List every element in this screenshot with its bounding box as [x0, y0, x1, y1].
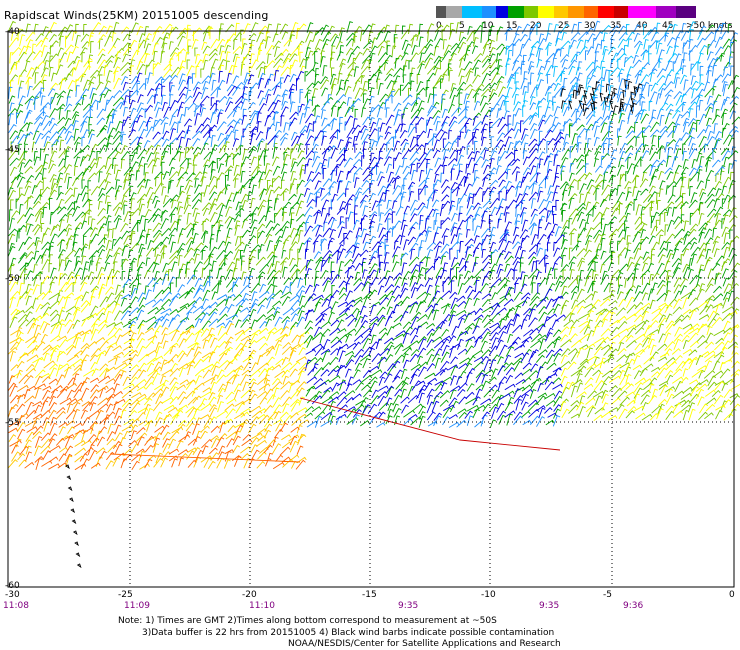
time-label: 9:36	[623, 601, 644, 611]
colorbar-swatch	[482, 6, 496, 18]
colorbar-label: 15	[506, 21, 518, 31]
colorbar-label: 0	[436, 21, 442, 31]
colorbar-swatch	[568, 6, 584, 18]
colorbar-swatch	[614, 6, 628, 18]
footnote-line-1: Note: 1) Times are GMT 2)Times along bot…	[118, 616, 497, 626]
colorbar-swatch	[446, 6, 462, 18]
wind-barb-group	[8, 20, 739, 428]
time-label: 11:09	[124, 601, 150, 611]
colorbar-label: 10	[482, 21, 494, 31]
lat-label: -45	[5, 145, 20, 155]
time-label: 11:10	[249, 601, 275, 611]
wind-barb-group	[8, 21, 740, 429]
time-label: 11:08	[3, 601, 29, 611]
colorbar-label: 25	[558, 21, 570, 31]
wind-barb-group	[121, 69, 566, 421]
footnote-line-2: 3)Data buffer is 22 hrs from 20151005 4)…	[142, 628, 555, 638]
colorbar-swatch	[656, 6, 676, 18]
lon-label: -30	[5, 590, 20, 600]
colorbar-swatch	[554, 6, 568, 18]
colorbar-label: 5	[459, 21, 465, 31]
lon-label: -5	[603, 590, 612, 600]
colorbar-swatch	[524, 6, 538, 18]
lat-lon-grid	[8, 31, 734, 587]
colorbar-swatch	[496, 6, 508, 18]
colorbar-swatch	[598, 6, 614, 18]
map-title: Rapidscat Winds(25KM) 20151005 descendin…	[4, 9, 269, 22]
wind-barb-group	[7, 21, 740, 428]
wind-barb-group	[65, 79, 643, 569]
lat-label: -40	[5, 27, 20, 37]
wind-barb-group	[7, 374, 116, 429]
colorbar-swatch	[584, 6, 598, 18]
time-label: 9:35	[398, 601, 419, 611]
lon-label: -15	[362, 590, 377, 600]
colorbar-label: >50 knots	[686, 21, 733, 31]
colorbar-label: 40	[636, 21, 648, 31]
lat-label: -50	[5, 274, 20, 284]
plot-frame	[7, 30, 735, 588]
colorbar-swatch	[436, 6, 446, 18]
colorbar-label: 45	[662, 21, 674, 31]
colorbar-swatch	[628, 6, 656, 18]
lon-label: -25	[118, 590, 133, 600]
wind-barb-group	[299, 397, 561, 451]
wind-barb-field	[7, 20, 740, 569]
wind-barb-group	[7, 20, 740, 421]
colorbar-label: 35	[610, 21, 622, 31]
colorbar-swatch	[538, 6, 554, 18]
colorbar-swatch	[462, 6, 482, 18]
time-label: 9:35	[539, 601, 560, 611]
wind-barb-group	[7, 373, 306, 471]
lat-label: -55	[5, 418, 20, 428]
colorbar-label: 20	[530, 21, 542, 31]
colorbar-swatch	[676, 6, 696, 18]
colorbar-swatch	[508, 6, 524, 18]
lat-label: -60	[5, 581, 20, 591]
lon-label: -20	[242, 590, 257, 600]
lon-label: 0	[729, 590, 735, 600]
footnote-line-3: NOAA/NESDIS/Center for Satellite Applica…	[288, 639, 561, 649]
lon-label: -10	[481, 590, 496, 600]
colorbar-label: 30	[584, 21, 596, 31]
wind-barb-group	[503, 21, 708, 121]
